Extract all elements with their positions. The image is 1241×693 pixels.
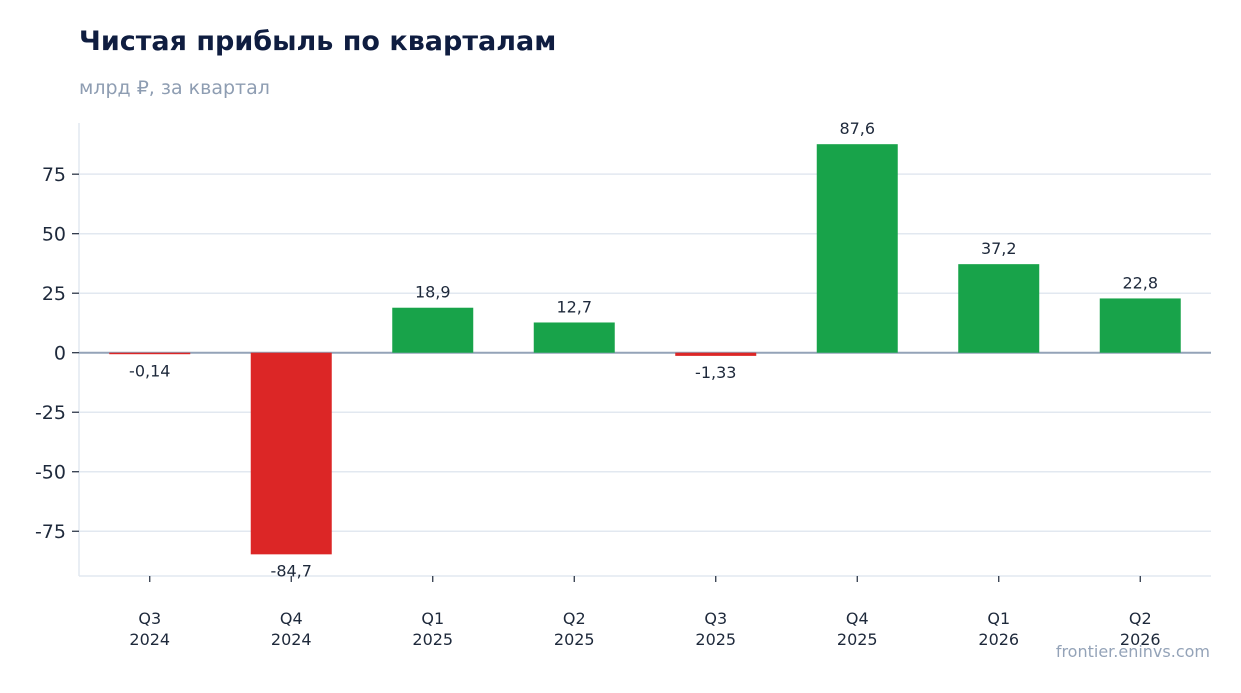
y-tick-label: 50: [42, 224, 66, 246]
x-tick-label: Q2 2026: [1120, 609, 1161, 649]
bar: [958, 264, 1040, 353]
chart-subtitle: млрд ₽, за квартал: [79, 77, 270, 99]
x-tick-label: Q1 2025: [412, 609, 453, 649]
x-tick-label: Q4 2025: [837, 609, 878, 649]
data-label: 22,8: [1122, 273, 1158, 292]
bars-layer: [109, 144, 1181, 555]
x-tick-label: Q3 2024: [129, 609, 170, 649]
data-label: 12,7: [556, 297, 592, 316]
y-tick-label: 75: [42, 164, 66, 186]
grid-layer: [72, 123, 1211, 582]
chart-title: Чистая прибыль по кварталам: [79, 26, 557, 57]
labels-layer: -75 -50 -25 0 25 50 75 -0,14 -84,7 18,9 12,7 -1,33 8…: [35, 119, 1161, 649]
x-tick-label: Q2 2025: [554, 609, 595, 649]
x-tick-label: Q3 2025: [695, 609, 736, 649]
bar: [675, 352, 757, 356]
bar: [109, 352, 191, 355]
data-label: 87,6: [839, 119, 875, 138]
bar: [250, 352, 332, 555]
y-tick-label: -50: [35, 462, 66, 484]
x-tick-label: Q1 2026: [978, 609, 1019, 649]
data-label: -0,14: [129, 362, 170, 381]
bar: [392, 307, 474, 353]
y-tick-label: 25: [42, 283, 66, 305]
x-tick-label: Q4 2024: [271, 609, 312, 649]
bar: [816, 144, 898, 353]
y-tick-label: -25: [35, 402, 66, 424]
source-credit: frontier.eninvs.com: [1055, 642, 1210, 661]
y-tick-label: -75: [35, 521, 66, 543]
bar: [1099, 298, 1181, 353]
bar: [533, 322, 615, 353]
data-label: 18,9: [415, 283, 451, 302]
data-label: -1,33: [695, 363, 736, 382]
data-label: -84,7: [271, 561, 312, 580]
y-tick-label: 0: [54, 343, 66, 365]
data-label: 37,2: [981, 239, 1017, 258]
